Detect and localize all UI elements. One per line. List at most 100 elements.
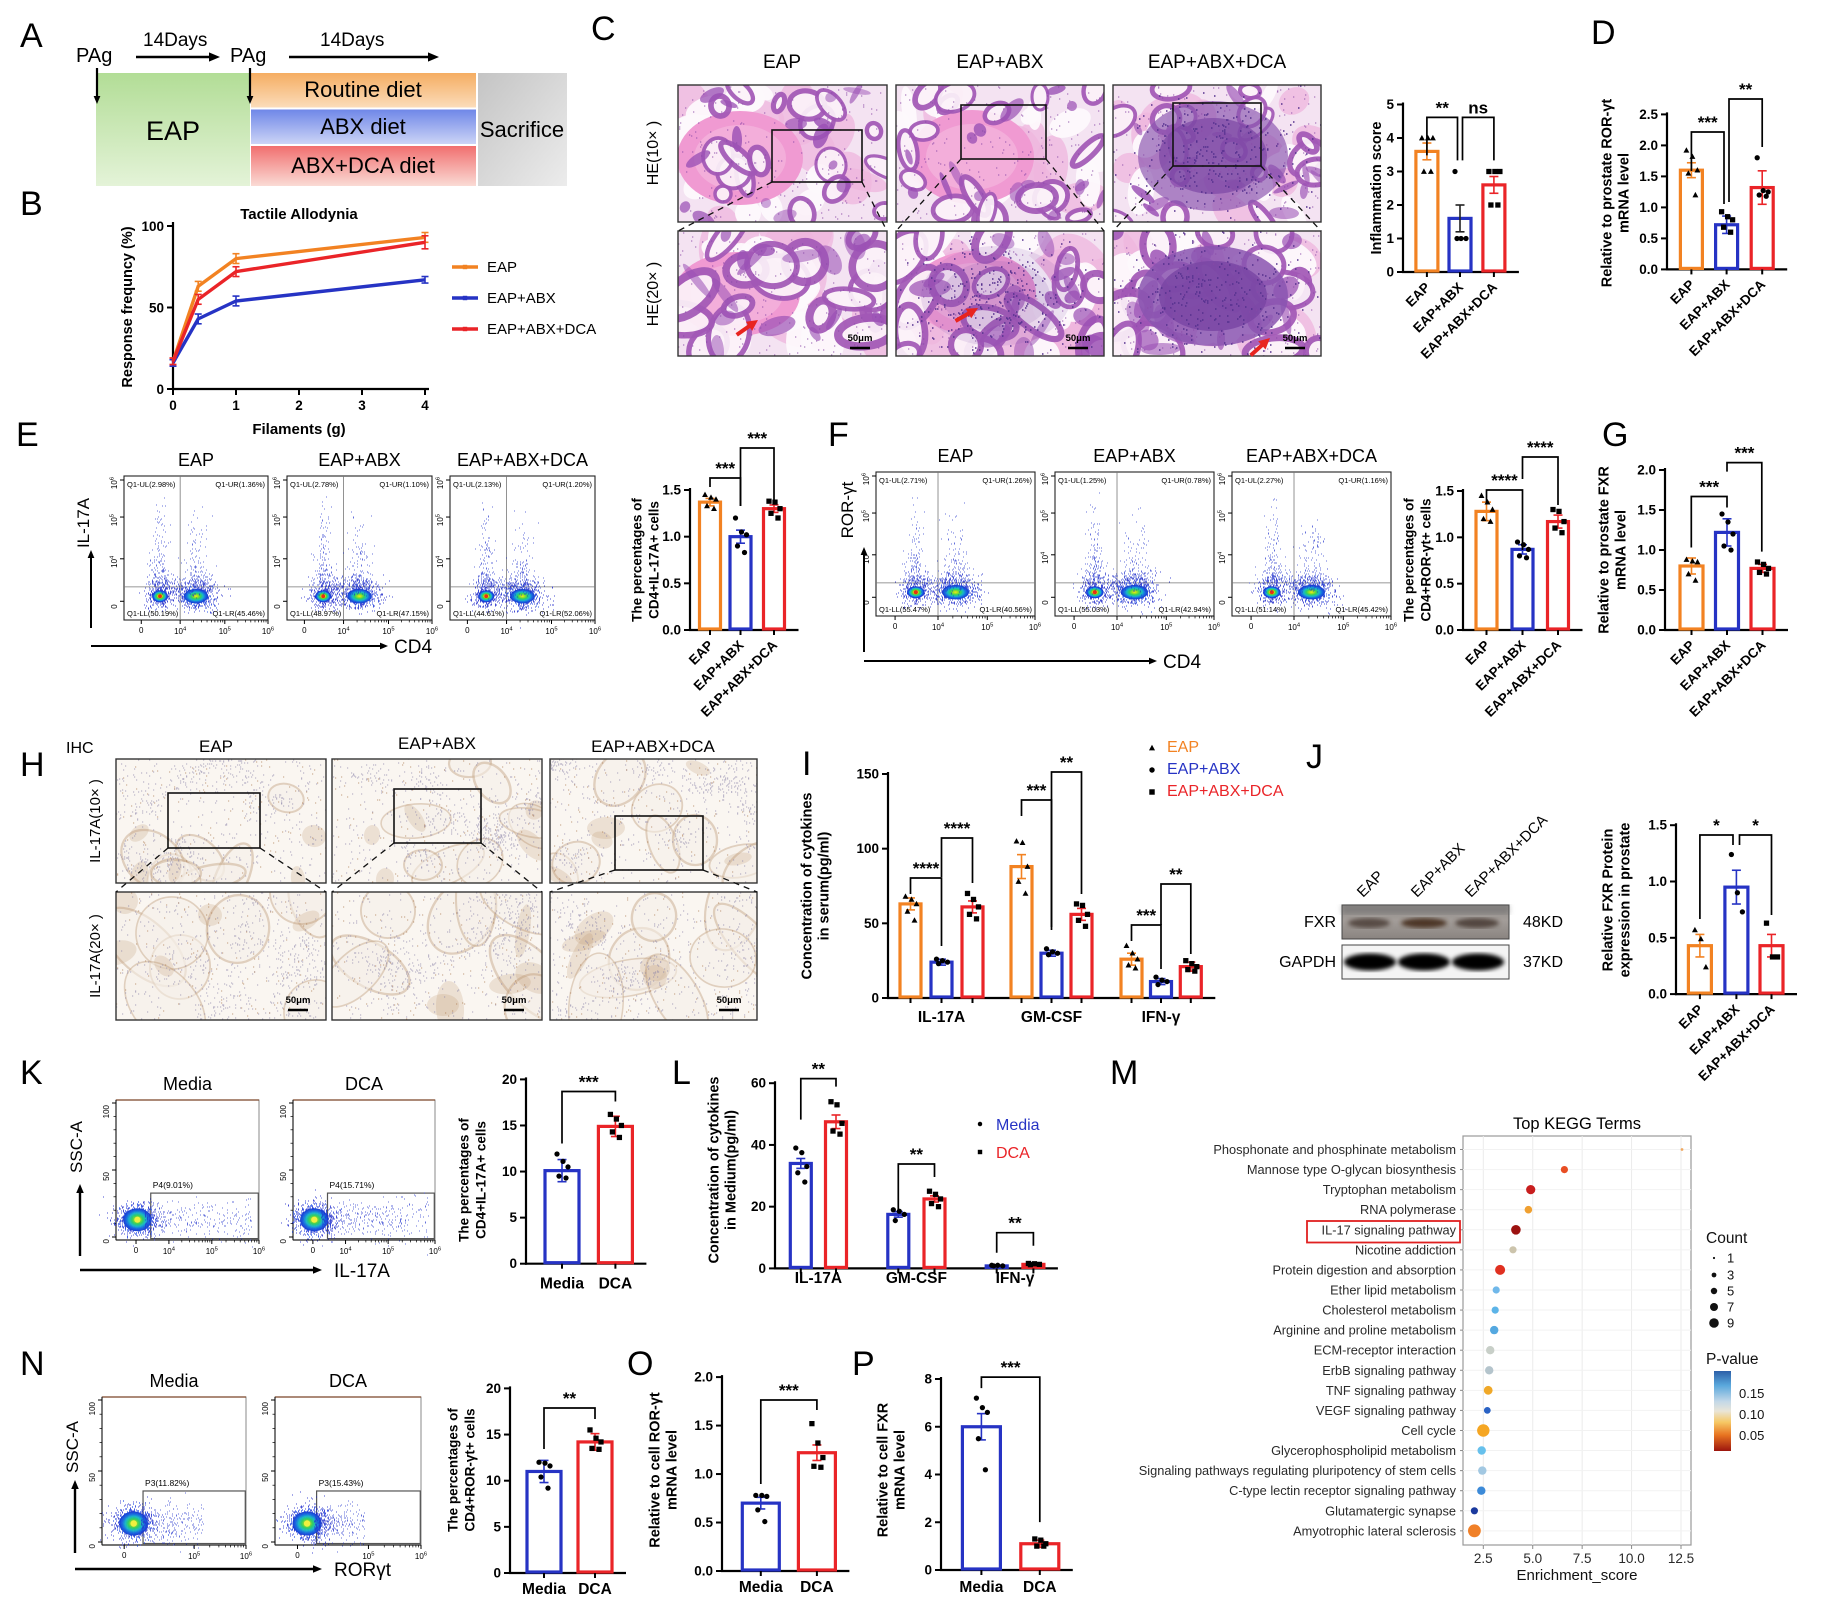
svg-text:6: 6 <box>924 1419 932 1434</box>
svg-text:Mannose type O-glycan biosynth: Mannose type O-glycan biosynthesis <box>1247 1162 1456 1177</box>
svg-text:EAP: EAP <box>199 737 233 756</box>
svg-text:4: 4 <box>924 1467 932 1482</box>
svg-text:14Days: 14Days <box>143 30 207 51</box>
svg-text:EAP+ABX+DCA: EAP+ABX+DCA <box>1246 446 1377 466</box>
svg-text:5: 5 <box>493 1519 501 1534</box>
svg-text:ROR-γt: ROR-γt <box>838 481 857 538</box>
svg-text:0.5: 0.5 <box>662 576 681 591</box>
svg-text:0: 0 <box>302 626 307 635</box>
svg-text:Q1-UL(1.25%): Q1-UL(1.25%) <box>1058 476 1107 485</box>
svg-text:FXR: FXR <box>1304 914 1336 931</box>
svg-text:**: ** <box>812 1060 826 1079</box>
svg-text:Relative to cell FXR: Relative to cell FXR <box>876 1402 892 1537</box>
svg-text:0.5: 0.5 <box>1435 576 1454 591</box>
svg-text:50μm: 50μm <box>1066 333 1091 344</box>
svg-text:Q1-LL(55.03%): Q1-LL(55.03%) <box>1058 605 1110 614</box>
svg-text:1.0: 1.0 <box>1637 543 1656 558</box>
svg-text:0.0: 0.0 <box>662 623 681 638</box>
svg-text:105: 105 <box>435 514 445 526</box>
svg-text:**: ** <box>1008 1214 1022 1233</box>
svg-text:*: * <box>1713 816 1720 835</box>
svg-text:HE(20× ): HE(20× ) <box>645 262 662 326</box>
svg-text:***: *** <box>715 459 735 478</box>
svg-text:EAP+ABX+DCA: EAP+ABX+DCA <box>457 450 588 470</box>
svg-text:50μm: 50μm <box>1283 333 1308 344</box>
svg-text:50: 50 <box>864 916 879 931</box>
svg-text:0: 0 <box>871 991 879 1006</box>
svg-text:EAP+ABX: EAP+ABX <box>487 290 556 307</box>
svg-text:P-value: P-value <box>1706 1351 1759 1368</box>
svg-text:0: 0 <box>273 604 282 609</box>
svg-text:J: J <box>1306 738 1323 776</box>
svg-text:50μm: 50μm <box>286 995 311 1006</box>
svg-text:EAP: EAP <box>1167 739 1199 756</box>
svg-text:0: 0 <box>169 398 177 413</box>
svg-text:Media: Media <box>540 1276 584 1293</box>
svg-text:0: 0 <box>134 1246 139 1255</box>
svg-text:DCA: DCA <box>578 1581 612 1598</box>
svg-text:106: 106 <box>426 626 438 636</box>
svg-text:105: 105 <box>1160 622 1172 632</box>
svg-text:Q1-LL(48.97%): Q1-LL(48.97%) <box>290 609 342 618</box>
svg-text:Relative to cell ROR-γt: Relative to cell ROR-γt <box>648 1392 664 1548</box>
svg-text:P3(15.43%): P3(15.43%) <box>319 1478 364 1488</box>
svg-text:Inflammation score: Inflammation score <box>1369 122 1385 255</box>
svg-text:0.5: 0.5 <box>1639 231 1658 246</box>
svg-text:0.05: 0.05 <box>1739 1428 1764 1443</box>
svg-text:K: K <box>20 1054 43 1092</box>
svg-text:Q1-LR(45.42%): Q1-LR(45.42%) <box>1335 605 1388 614</box>
svg-text:The percentages of: The percentages of <box>446 1408 461 1532</box>
svg-text:DCA: DCA <box>1023 1579 1057 1596</box>
svg-text:7: 7 <box>1727 1300 1734 1315</box>
svg-text:P3(11.82%): P3(11.82%) <box>145 1478 189 1488</box>
svg-text:Routine diet: Routine diet <box>304 77 421 102</box>
svg-text:Amyotrophic lateral sclerosis: Amyotrophic lateral sclerosis <box>1293 1523 1456 1538</box>
svg-text:0: 0 <box>1218 600 1227 605</box>
svg-text:TNF signaling pathway: TNF signaling pathway <box>1326 1383 1457 1398</box>
svg-text:ABX diet: ABX diet <box>320 114 406 139</box>
svg-text:2.0: 2.0 <box>694 1370 713 1385</box>
svg-text:50: 50 <box>102 1171 111 1180</box>
svg-text:Q1-LL(51.14%): Q1-LL(51.14%) <box>1235 605 1287 614</box>
svg-text:60: 60 <box>751 1076 766 1091</box>
svg-text:Count: Count <box>1706 1230 1748 1247</box>
svg-text:105: 105 <box>1040 510 1050 522</box>
svg-text:105: 105 <box>382 1246 394 1256</box>
svg-text:Q1-UL(2.78%): Q1-UL(2.78%) <box>290 480 339 489</box>
svg-text:mRNA level: mRNA level <box>1617 153 1633 233</box>
svg-text:Q1-UR(1.10%): Q1-UR(1.10%) <box>379 480 429 489</box>
svg-text:Filaments (g): Filaments (g) <box>252 421 345 438</box>
svg-text:Q1-LL(44.61%): Q1-LL(44.61%) <box>453 609 505 618</box>
svg-text:EAP+ABX: EAP+ABX <box>1093 446 1176 466</box>
svg-text:Tryptophan metabolism: Tryptophan metabolism <box>1323 1182 1456 1197</box>
svg-text:HE(10× ): HE(10× ) <box>645 121 662 185</box>
svg-text:2.5: 2.5 <box>1474 1551 1493 1566</box>
svg-text:DCA: DCA <box>345 1074 383 1094</box>
svg-text:C-type lectin receptor signali: C-type lectin receptor signaling pathway <box>1229 1483 1457 1498</box>
svg-text:ns: ns <box>1468 98 1488 117</box>
svg-text:EAP+ABX: EAP+ABX <box>398 734 476 753</box>
svg-text:10: 10 <box>486 1473 501 1488</box>
svg-text:Enrichment_score: Enrichment_score <box>1517 1567 1638 1584</box>
svg-text:IL-17A: IL-17A <box>918 1009 965 1026</box>
svg-text:mRNA level: mRNA level <box>1614 510 1630 590</box>
svg-text:1: 1 <box>1386 231 1394 246</box>
svg-text:**: ** <box>1169 865 1183 884</box>
svg-text:P4(15.71%): P4(15.71%) <box>330 1180 375 1190</box>
svg-text:DCA: DCA <box>996 1145 1030 1162</box>
svg-text:O: O <box>627 1345 653 1383</box>
svg-text:CD4+IL-17A+ cells: CD4+IL-17A+ cells <box>474 1121 489 1239</box>
svg-text:Q1-UL(2.98%): Q1-UL(2.98%) <box>127 480 176 489</box>
svg-text:EAP+ABX+DCA: EAP+ABX+DCA <box>487 321 596 338</box>
svg-text:Q1-UL(2.13%): Q1-UL(2.13%) <box>453 480 502 489</box>
svg-text:1.5: 1.5 <box>1648 818 1667 833</box>
svg-text:DCA: DCA <box>599 1276 633 1293</box>
svg-text:Concentration of cytokines: Concentration of cytokines <box>800 793 816 980</box>
svg-text:Q1-LR(42.94%): Q1-LR(42.94%) <box>1158 605 1211 614</box>
svg-text:***: *** <box>1001 1358 1021 1377</box>
svg-text:Q1-UR(1.20%): Q1-UR(1.20%) <box>542 480 592 489</box>
svg-text:100: 100 <box>141 219 164 234</box>
svg-text:1.0: 1.0 <box>1639 200 1658 215</box>
svg-text:104: 104 <box>272 555 282 568</box>
svg-text:EAP: EAP <box>487 259 517 276</box>
